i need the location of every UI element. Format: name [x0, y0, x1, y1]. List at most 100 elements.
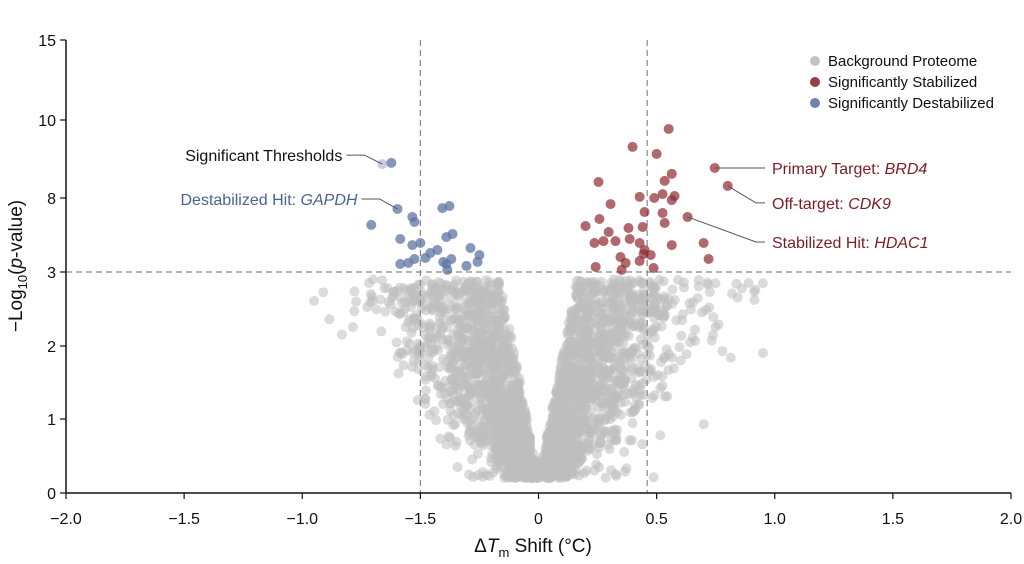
background-point	[493, 417, 504, 428]
background-point	[489, 331, 500, 342]
background-point	[475, 391, 486, 402]
background-point	[432, 341, 443, 352]
background-point	[506, 380, 517, 391]
background-point	[757, 278, 768, 289]
background-point	[616, 347, 627, 358]
background-point	[578, 382, 589, 393]
background-point	[625, 407, 636, 418]
background-point	[622, 282, 633, 293]
annotation-thresholds: Significant Thresholds	[185, 148, 342, 165]
background-point	[706, 335, 717, 346]
axes: −2.0 −1.5 −1.0 −1.5 0 0.5 1.0 1.5 2.0 0 1 2 3 8 10 15	[38, 33, 1022, 528]
background-point	[606, 386, 617, 397]
background-point	[579, 338, 590, 349]
background-point	[604, 365, 615, 376]
y-tick-label: 15	[38, 33, 56, 50]
background-point	[618, 377, 629, 388]
background-point	[611, 429, 622, 440]
background-point	[422, 333, 433, 344]
destabilized-point	[407, 240, 418, 251]
background-point	[468, 413, 479, 424]
background-point	[460, 409, 471, 420]
background-point	[615, 409, 626, 420]
background-point	[649, 282, 660, 293]
background-point	[347, 322, 358, 333]
background-point	[420, 393, 431, 404]
background-point	[336, 329, 347, 340]
background-point	[375, 294, 386, 305]
background-point	[606, 297, 617, 308]
background-point	[459, 293, 470, 304]
background-point	[465, 397, 476, 408]
y-tick-label: 2	[47, 339, 56, 356]
background-point	[600, 345, 611, 356]
background-point	[616, 318, 627, 329]
background-point	[517, 422, 528, 433]
background-point	[527, 471, 538, 482]
background-point	[614, 331, 625, 342]
background-point	[432, 380, 443, 391]
background-point	[659, 294, 670, 305]
background-point	[626, 365, 637, 376]
background-point	[451, 304, 462, 315]
stabilized-point	[624, 233, 635, 244]
background-point	[484, 279, 495, 290]
background-point	[749, 294, 760, 305]
background-point	[443, 304, 454, 315]
background-point	[411, 290, 422, 301]
annotation-gene: BRD4	[885, 161, 928, 178]
background-point	[514, 466, 525, 477]
background-point	[649, 313, 660, 324]
stabilized-point	[610, 236, 621, 247]
background-point	[650, 291, 661, 302]
background-point	[601, 284, 612, 295]
background-point	[445, 363, 456, 374]
background-point	[577, 395, 588, 406]
stabilized-point	[623, 223, 634, 234]
background-point	[505, 415, 516, 426]
annotation-leader-gapdh	[361, 198, 398, 210]
background-point	[575, 426, 586, 437]
background-point	[561, 409, 572, 420]
annotation-prefix: Stabilized Hit:	[772, 235, 874, 252]
background-point	[677, 315, 688, 326]
background-point	[564, 395, 575, 406]
background-point	[593, 363, 604, 374]
background-point	[404, 338, 415, 349]
background-point	[704, 302, 715, 313]
background-point	[551, 386, 562, 397]
background-point	[445, 405, 456, 416]
background-point	[470, 315, 481, 326]
background-point	[429, 406, 440, 417]
background-point	[589, 276, 600, 287]
stabilized-point	[634, 191, 645, 202]
background-point	[441, 286, 452, 297]
background-point	[698, 419, 709, 430]
background-point	[479, 344, 490, 355]
background-point	[517, 437, 528, 448]
background-point	[713, 319, 724, 330]
background-point	[557, 440, 568, 451]
background-point	[667, 298, 678, 309]
background-point	[570, 441, 581, 452]
destabilized-point	[461, 260, 472, 271]
annotation-gene: HDAC1	[874, 235, 928, 252]
stabilized-point	[639, 207, 650, 218]
background-point	[725, 352, 736, 363]
background-point	[607, 402, 618, 413]
stabilized-point	[634, 256, 645, 267]
background-point	[675, 355, 686, 366]
destabilized-point	[472, 256, 483, 267]
background-point	[380, 306, 391, 317]
stabilized-point	[703, 253, 714, 264]
background-point	[435, 307, 446, 318]
stabilized-point	[634, 237, 645, 248]
background-point	[490, 372, 501, 383]
background-point	[613, 356, 624, 367]
background-point	[318, 287, 329, 298]
background-point	[554, 427, 565, 438]
background-point	[459, 373, 470, 384]
background-point	[452, 318, 463, 329]
stabilized-point	[666, 240, 677, 251]
background-point	[427, 364, 438, 375]
